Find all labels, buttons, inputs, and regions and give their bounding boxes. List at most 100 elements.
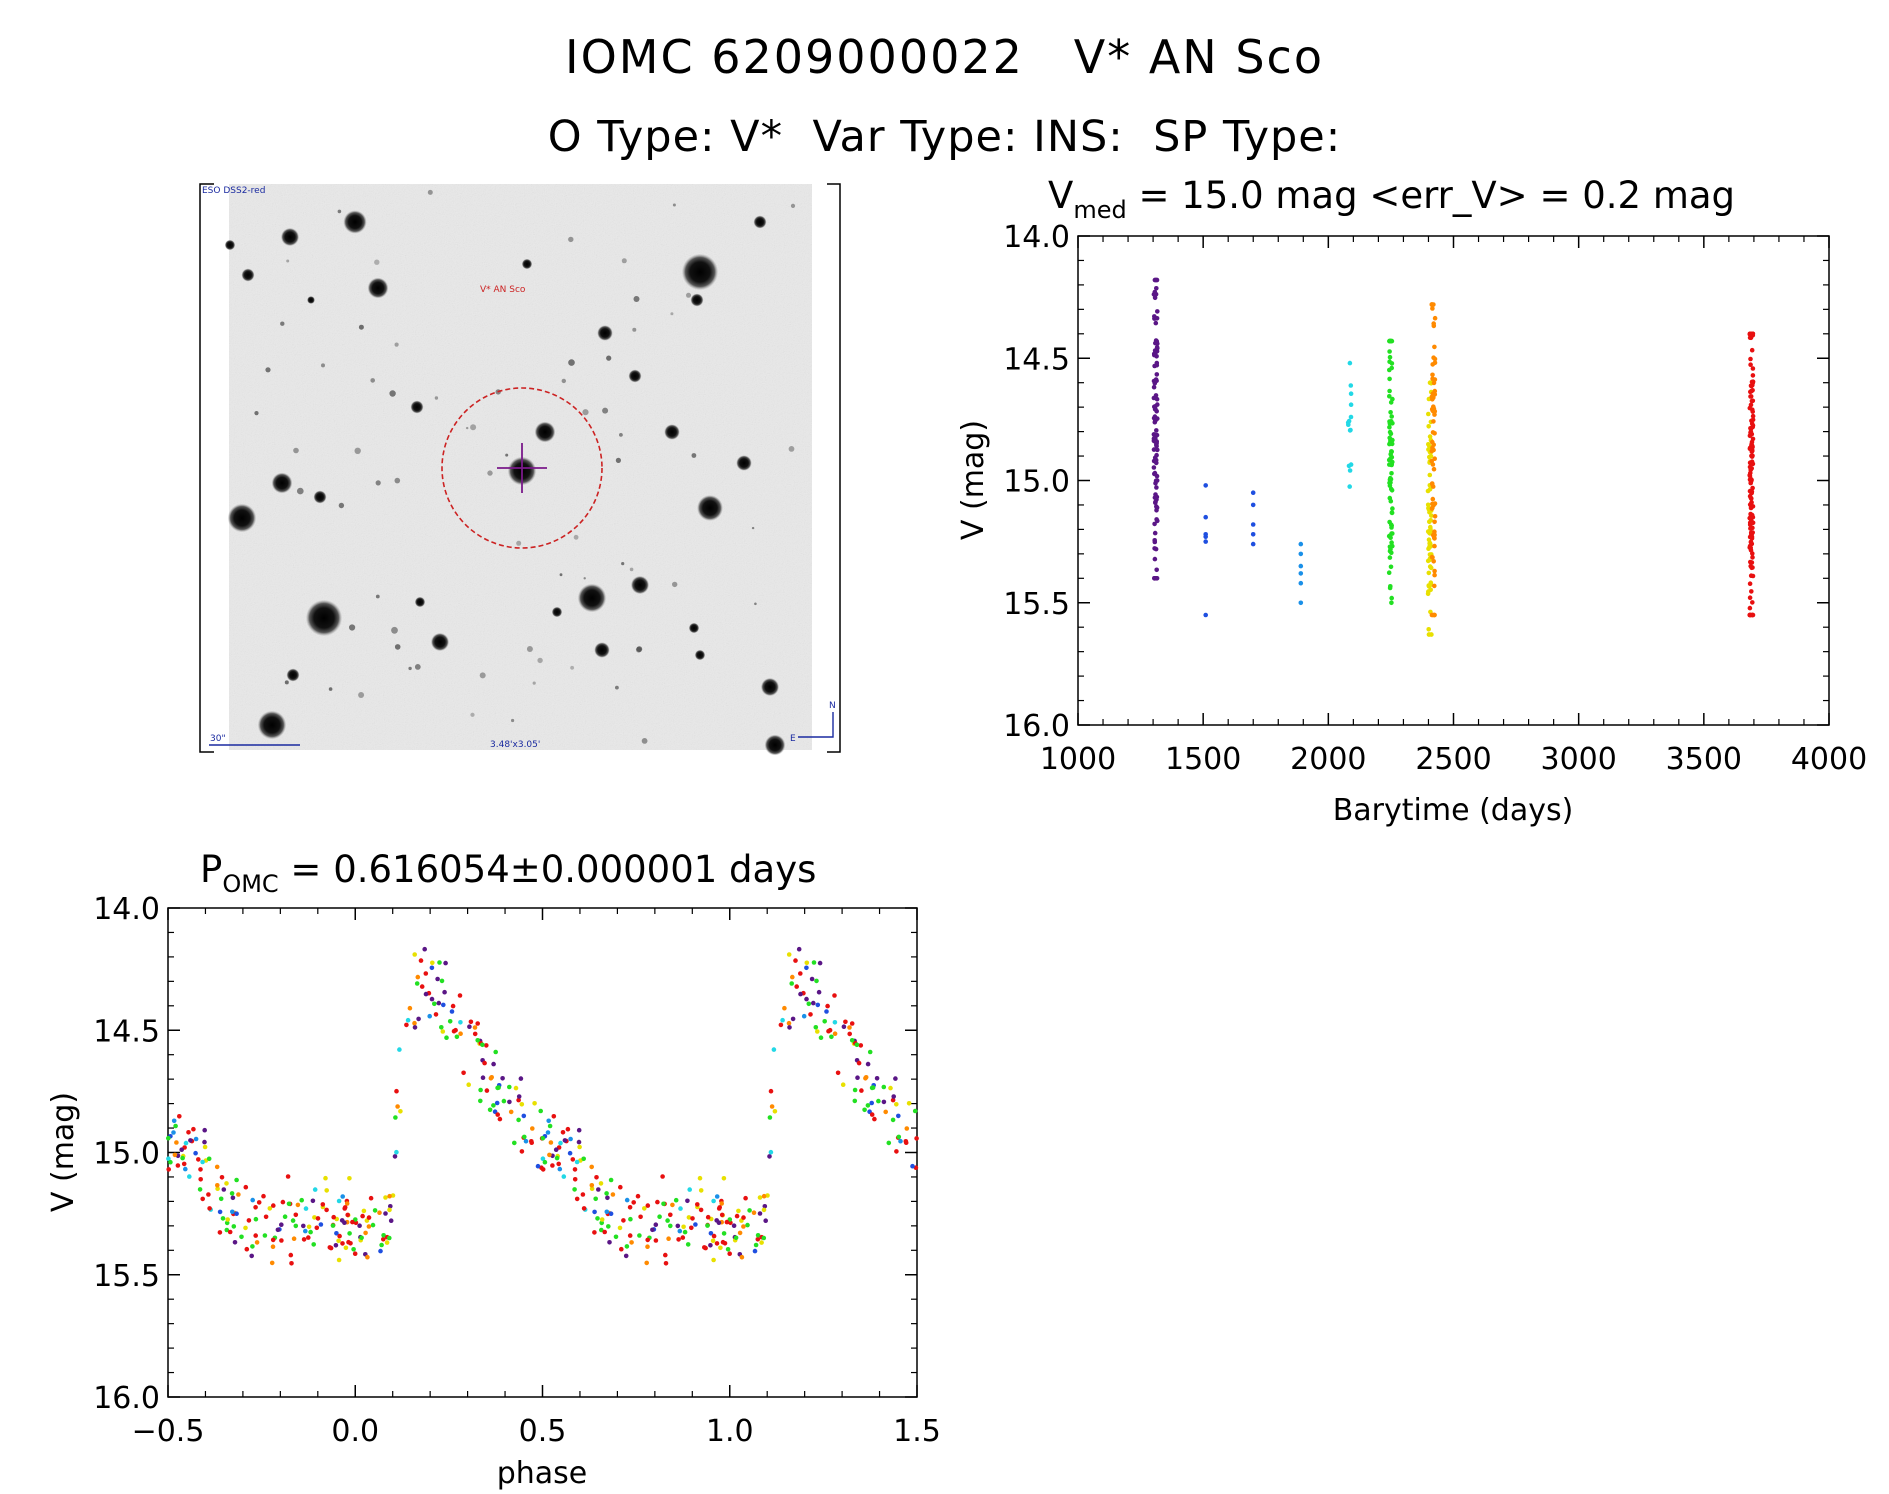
phase-point: [886, 1140, 892, 1146]
phase-point: [827, 1027, 833, 1033]
lightcurve-point: [1750, 436, 1756, 442]
phase-point: [896, 1134, 902, 1140]
y-tick-label: 14.5: [1003, 342, 1070, 377]
lightcurve-point: [1387, 338, 1393, 344]
phase-point: [166, 1135, 171, 1141]
target-circle: [441, 387, 603, 549]
phase-point: [388, 1204, 393, 1209]
phase-point: [657, 1214, 662, 1219]
phase-point: [475, 1021, 481, 1026]
phase-point: [198, 1177, 203, 1182]
phase-point: [173, 1123, 178, 1129]
lightcurve-point: [1153, 393, 1159, 398]
lightcurve-point: [1747, 472, 1752, 478]
lightcurve-point: [1749, 565, 1754, 571]
phase-point: [324, 1188, 330, 1193]
phase-point: [680, 1235, 686, 1240]
phase-point: [318, 1222, 324, 1227]
lightcurve-point: [1388, 475, 1393, 481]
phase-point: [550, 1163, 555, 1168]
phase-point: [714, 1241, 720, 1246]
phase-point: [768, 1149, 774, 1155]
phase-point: [894, 1102, 899, 1107]
phase-point: [869, 1112, 875, 1117]
lightcurve-point: [1432, 583, 1437, 589]
lightcurve-point: [1431, 321, 1436, 326]
phase-point: [269, 1260, 275, 1266]
finder-faint-star: [672, 203, 676, 207]
finder-faint-star: [375, 594, 380, 599]
lightcurve-point: [1388, 400, 1394, 405]
lightcurve-ylabel: V (mag): [956, 420, 991, 540]
phase-point: [336, 1257, 342, 1263]
phase-point: [739, 1254, 745, 1260]
finder-faint-star: [632, 327, 637, 332]
phase-point: [171, 1118, 177, 1124]
phase-point: [629, 1240, 634, 1245]
finder-star: [224, 239, 236, 251]
phase-point: [384, 1240, 390, 1245]
phase-point: [546, 1118, 551, 1124]
lightcurve-point: [1154, 372, 1160, 377]
lightcurve-point: [1748, 545, 1753, 551]
phase-point: [670, 1202, 675, 1208]
phase-point: [693, 1222, 698, 1227]
phase-point: [755, 1237, 761, 1242]
phase-point: [214, 1164, 220, 1170]
lightcurve-point: [1432, 344, 1437, 350]
lightcurve-point: [1152, 277, 1158, 283]
phase-point: [444, 1035, 449, 1040]
lightcurve-point: [1387, 376, 1392, 382]
finder-faint-star: [487, 470, 493, 476]
finder-faint-star: [280, 321, 285, 326]
lightcurve-point: [1747, 488, 1753, 494]
phase-point: [340, 1241, 345, 1246]
lightcurve-point: [1749, 347, 1755, 353]
finder-chart: ESO DSS2-red V* AN Sco 30" 3.48'x3.05' N…: [199, 182, 841, 756]
lightcurve-point: [1388, 564, 1394, 570]
phase-point: [771, 1047, 777, 1052]
phase-point: [619, 1246, 624, 1252]
finder-faint-star: [394, 342, 399, 347]
phase-point: [912, 1108, 918, 1114]
lightcurve-point: [1425, 488, 1431, 494]
phase-point: [645, 1244, 650, 1249]
phase-point: [627, 1233, 633, 1238]
phase-point: [572, 1187, 577, 1192]
phase-point: [825, 1003, 830, 1009]
phase-point: [253, 1233, 258, 1238]
lightcurve-point: [1427, 472, 1433, 478]
phase-point: [310, 1198, 316, 1204]
y-tick-label: 14.0: [1003, 220, 1070, 255]
phase-point: [816, 989, 822, 995]
phase-point: [547, 1152, 552, 1158]
lightcurve-point: [1432, 456, 1437, 462]
finder-faint-star: [337, 209, 342, 214]
phase-point: [487, 1107, 493, 1113]
phase-title-sub: OMC: [222, 870, 278, 898]
phase-point: [397, 1047, 402, 1052]
lightcurve-panel: Vmed = 15.0 mag <err_V> = 0.2 mag 1000 15…: [956, 174, 1867, 828]
lightcurve-point: [1154, 428, 1159, 433]
lightcurve-point: [1428, 524, 1433, 530]
lightcurve-point: [1425, 502, 1431, 508]
lightcurve-point: [1387, 533, 1393, 538]
phase-point: [366, 1224, 372, 1229]
phase-point: [480, 1075, 486, 1080]
lightcurve-point: [1432, 568, 1437, 574]
lightcurve-point: [1748, 530, 1754, 536]
phase-point: [303, 1228, 308, 1234]
lightcurve-point: [1152, 316, 1157, 321]
phase-point: [236, 1192, 241, 1197]
lightcurve-point: [1431, 380, 1437, 386]
lightcurve-point: [1153, 500, 1158, 506]
phase-point: [708, 1231, 714, 1236]
phase-point: [171, 1130, 176, 1135]
phase-point: [392, 1154, 398, 1159]
phase-point: [246, 1218, 252, 1223]
phase-point: [414, 981, 420, 986]
phase-point: [617, 1225, 623, 1231]
phase-point: [224, 1220, 230, 1226]
finder-faint-star: [672, 581, 678, 588]
finder-faint-star: [375, 480, 381, 486]
